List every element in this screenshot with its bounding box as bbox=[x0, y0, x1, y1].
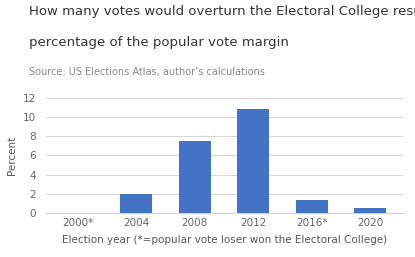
Bar bbox=[296, 200, 328, 213]
Y-axis label: Percent: Percent bbox=[7, 136, 17, 175]
Bar bbox=[120, 194, 152, 213]
Text: percentage of the popular vote margin: percentage of the popular vote margin bbox=[29, 36, 289, 49]
X-axis label: Election year (*=popular vote loser won the Electoral College): Election year (*=popular vote loser won … bbox=[61, 235, 387, 245]
Bar bbox=[179, 141, 211, 213]
Text: How many votes would overturn the Electoral College result, as a: How many votes would overturn the Electo… bbox=[29, 5, 415, 18]
Text: Source: US Elections Atlas, author’s calculations: Source: US Elections Atlas, author’s cal… bbox=[29, 67, 265, 77]
Bar bbox=[237, 109, 269, 213]
Bar bbox=[354, 208, 386, 213]
